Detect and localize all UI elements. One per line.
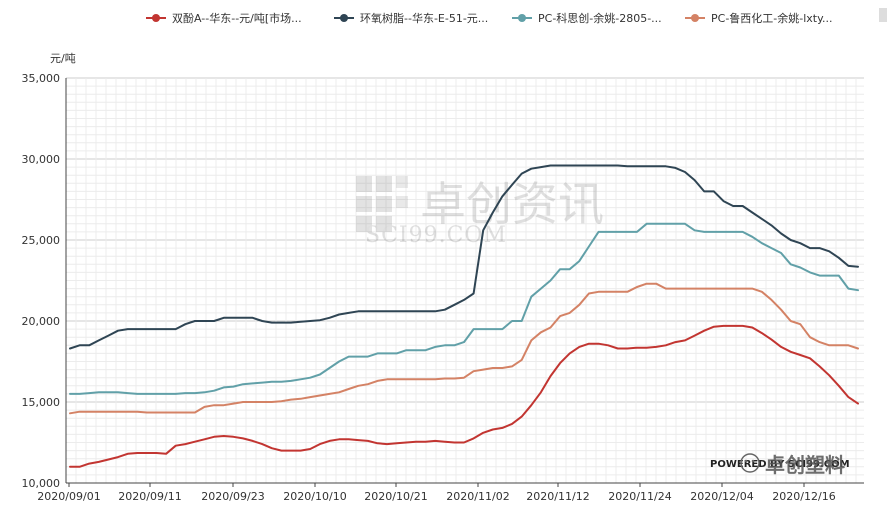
legend-label: 双酚A--华东--元/吨[市场... (172, 11, 302, 25)
x-tick-label: 2020/10/10 (283, 490, 346, 503)
legend-swatch-marker (518, 14, 526, 22)
x-tick-label: 2020/11/12 (526, 490, 589, 503)
y-tick-label: 30,000 (22, 153, 61, 166)
y-tick-label: 35,000 (22, 72, 61, 85)
x-tick-label: 2020/09/01 (37, 490, 100, 503)
chart-legend: 双酚A--华东--元/吨[市场... 环氧树脂--华东-E-51-元... PC-科… (146, 11, 833, 25)
y-tick-label: 25,000 (22, 234, 61, 247)
legend-label: 环氧树脂--华东-E-51-元... (360, 11, 488, 25)
y-tick-label: 10,000 (22, 477, 61, 490)
series-line (69, 164, 859, 350)
legend-swatch-marker (340, 14, 348, 22)
chart-axes: 10,000 15,000 20,000 25,000 30,000 35,000 2020… (22, 72, 864, 503)
wechat-account-name: 卓创塑料 (765, 453, 845, 477)
legend-item[interactable]: 环氧树脂--华东-E-51-元... (334, 11, 488, 25)
legend-label: PC-科思创-余姚-2805-... (538, 11, 662, 25)
wechat-icon-eye-left (744, 459, 748, 463)
legend-item[interactable]: 双酚A--华东--元/吨[市场... (146, 11, 302, 25)
y-tick-label: 15,000 (22, 396, 61, 409)
watermark-logo: 卓创资讯 SCI99.COM (356, 176, 604, 248)
legend-item[interactable]: PC-科思创-余姚-2805-... (512, 11, 662, 25)
y-tick-label: 20,000 (22, 315, 61, 328)
series-line (69, 222, 859, 395)
wechat-watermark: 卓创塑料 (740, 453, 845, 477)
powered-by-watermark: POWERED BY SCI99.COM (710, 459, 850, 470)
wechat-icon (740, 453, 760, 473)
x-tick-label: 2020/11/02 (446, 490, 509, 503)
legend-swatch-marker (691, 14, 699, 22)
chart-grid (66, 77, 864, 484)
legend-scroll-handle[interactable] (879, 8, 887, 22)
series-line (69, 282, 859, 415)
series-line (69, 324, 859, 468)
x-tick-label: 2020/11/24 (608, 490, 671, 503)
legend-swatch-marker (152, 14, 160, 22)
x-tick-label: 2020/12/04 (690, 490, 753, 503)
x-tick-label: 2020/09/23 (201, 490, 264, 503)
series-lines (69, 164, 859, 468)
wechat-icon-eye-right (751, 459, 755, 463)
legend-label: PC-鲁西化工-余姚-lxty... (711, 11, 833, 25)
x-tick-label: 2020/09/11 (118, 490, 181, 503)
x-tick-label: 2020/10/21 (364, 490, 427, 503)
x-tick-label: 2020/12/16 (772, 490, 835, 503)
legend-item[interactable]: PC-鲁西化工-余姚-lxty... (685, 11, 833, 25)
y-axis-unit-label: 元/吨 (50, 52, 76, 65)
